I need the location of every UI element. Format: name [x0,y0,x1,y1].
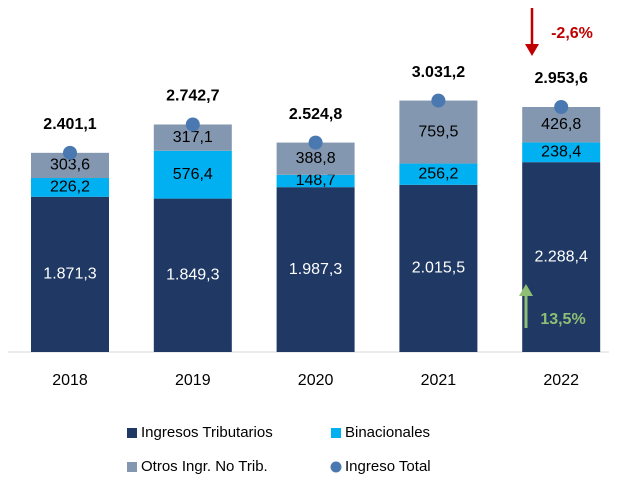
value-label: 2.015,5 [412,260,465,277]
bar-segment [399,163,478,185]
value-label: 426,8 [541,116,581,133]
arrow-head [525,44,539,56]
bar-segment [522,162,601,352]
x-tick-label: 2018 [52,372,88,389]
value-label: 1.987,3 [289,261,342,278]
value-label: 2.288,4 [535,248,588,265]
bar-segment [153,150,232,199]
value-label: 238,4 [541,144,581,161]
bar-segment [276,174,355,188]
total-marker [63,145,77,160]
value-label: 388,8 [296,150,336,167]
legend-marker [330,461,342,473]
bar-segment [399,184,478,352]
total-label: 2.524,8 [289,106,342,123]
total-marker [431,93,446,108]
total-label: 2.742,7 [166,88,219,105]
total-label: 2.953,6 [535,70,588,87]
bar-segment [31,178,109,197]
value-label: 148,7 [296,172,336,189]
value-label: 759,5 [418,123,458,140]
arrow-head [519,284,533,296]
bar-segment [31,196,109,352]
value-label: 226,2 [50,179,90,196]
value-label: 1.871,3 [43,266,96,283]
total-label: 2.401,1 [43,116,96,133]
legend-marker [127,428,137,438]
total-marker [554,100,569,114]
value-label: 303,6 [50,157,90,174]
total-label: 3.031,2 [412,64,465,81]
bar-segment [399,100,478,164]
bar-segment [522,142,601,163]
bar-segment [276,187,355,352]
x-tick-label: 2021 [421,372,457,389]
x-tick-label: 2022 [543,372,579,389]
x-tick-label: 2019 [175,372,211,389]
value-label: 317,1 [173,129,213,146]
bar-segment [153,198,232,352]
value-label: 576,4 [173,166,213,183]
legend-label: Ingreso Total [345,458,431,475]
legend-marker [331,428,341,438]
value-label: 1.849,3 [166,267,219,284]
value-label: 256,2 [418,165,458,182]
legend-label: Binacionales [345,424,430,441]
legend-label: Ingresos Tributarios [141,424,273,441]
annotation: -2,6% [551,25,593,42]
x-tick-label: 2020 [298,372,334,389]
annotation: 13,5% [540,311,585,328]
legend-marker [127,462,137,472]
total-marker [308,135,323,150]
total-marker [185,117,200,132]
legend-label: Otros Ingr. No Trib. [141,458,268,475]
